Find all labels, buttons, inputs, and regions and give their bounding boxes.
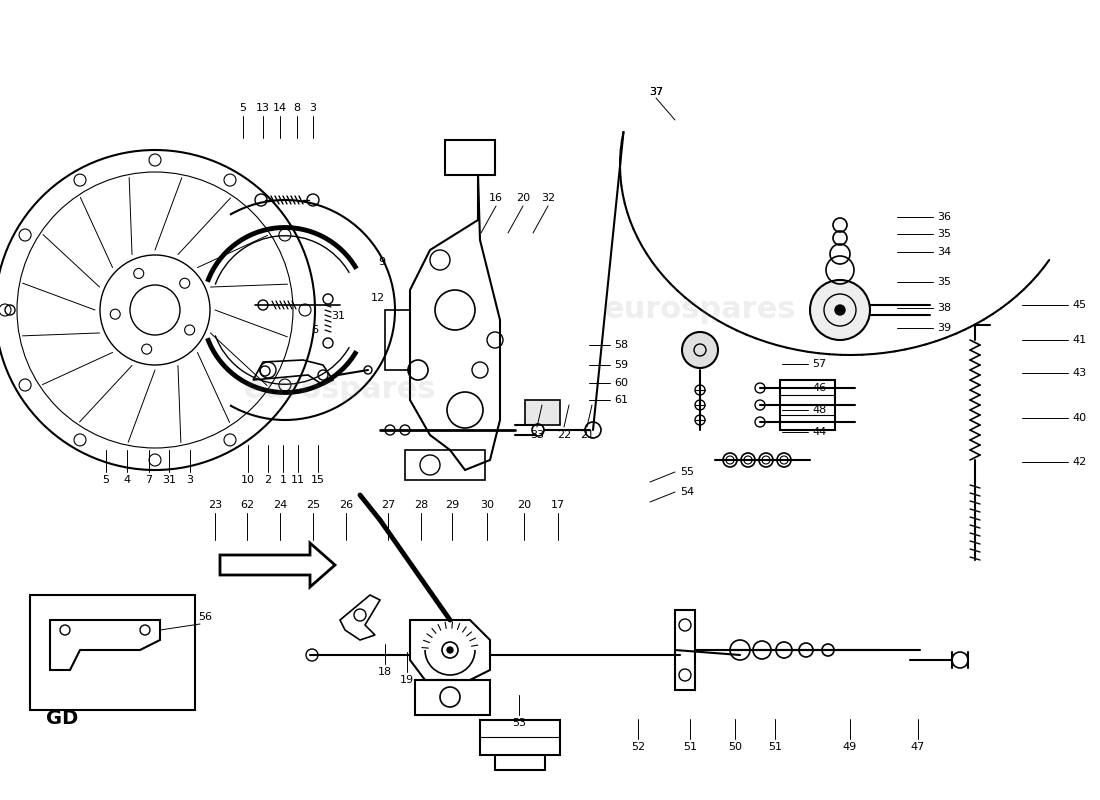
Text: 3: 3 <box>309 103 317 113</box>
Text: 15: 15 <box>311 475 324 485</box>
Text: 40: 40 <box>1072 413 1086 423</box>
Text: 56: 56 <box>198 612 212 622</box>
Text: 60: 60 <box>614 378 628 388</box>
Text: 14: 14 <box>273 103 287 113</box>
Text: 5: 5 <box>102 475 110 485</box>
Text: 59: 59 <box>614 360 628 370</box>
Text: 58: 58 <box>614 340 628 350</box>
Text: 44: 44 <box>812 427 826 437</box>
Text: 45: 45 <box>1072 300 1086 310</box>
Circle shape <box>447 647 453 653</box>
Text: 53: 53 <box>512 718 526 728</box>
Text: 19: 19 <box>400 675 414 685</box>
Text: 26: 26 <box>339 500 353 510</box>
Text: 21: 21 <box>580 430 594 440</box>
Text: 10: 10 <box>241 475 255 485</box>
Text: 52: 52 <box>631 742 645 752</box>
Text: 37: 37 <box>649 87 663 97</box>
Text: 23: 23 <box>208 500 222 510</box>
Text: 42: 42 <box>1072 457 1087 467</box>
Text: 5: 5 <box>240 103 246 113</box>
Text: 51: 51 <box>768 742 782 752</box>
Text: 39: 39 <box>937 323 952 333</box>
Text: 1: 1 <box>279 475 286 485</box>
Text: 25: 25 <box>306 500 320 510</box>
Text: eurospares: eurospares <box>604 295 796 325</box>
Text: 37: 37 <box>649 87 663 97</box>
Text: 20: 20 <box>517 500 531 510</box>
Text: 16: 16 <box>490 193 503 203</box>
Circle shape <box>835 305 845 315</box>
Text: 24: 24 <box>273 500 287 510</box>
Text: 35: 35 <box>937 229 952 239</box>
Text: 18: 18 <box>378 667 392 677</box>
Text: 2: 2 <box>264 475 272 485</box>
Text: 55: 55 <box>680 467 694 477</box>
Text: eurospares: eurospares <box>244 375 437 405</box>
FancyBboxPatch shape <box>525 400 560 425</box>
Text: 33: 33 <box>530 430 544 440</box>
Text: 38: 38 <box>937 303 952 313</box>
Text: GD: GD <box>46 709 78 727</box>
Text: 50: 50 <box>728 742 743 752</box>
Text: 57: 57 <box>812 359 826 369</box>
Text: 12: 12 <box>371 293 385 303</box>
Circle shape <box>682 332 718 368</box>
Text: 34: 34 <box>937 247 952 257</box>
Text: 49: 49 <box>843 742 857 752</box>
Text: 17: 17 <box>551 500 565 510</box>
Text: 3: 3 <box>187 475 194 485</box>
Text: 46: 46 <box>812 383 826 393</box>
Text: 31: 31 <box>331 311 345 321</box>
Text: 51: 51 <box>683 742 697 752</box>
Text: 30: 30 <box>480 500 494 510</box>
Text: 43: 43 <box>1072 368 1086 378</box>
Text: 11: 11 <box>292 475 305 485</box>
Text: 13: 13 <box>256 103 270 113</box>
Text: 8: 8 <box>294 103 300 113</box>
Text: 35: 35 <box>937 277 952 287</box>
Text: 41: 41 <box>1072 335 1086 345</box>
Text: 32: 32 <box>541 193 556 203</box>
Text: 27: 27 <box>381 500 395 510</box>
Text: 47: 47 <box>911 742 925 752</box>
Text: 62: 62 <box>240 500 254 510</box>
Circle shape <box>810 280 870 340</box>
Text: 48: 48 <box>812 405 826 415</box>
Text: 4: 4 <box>123 475 131 485</box>
Text: 61: 61 <box>614 395 628 405</box>
Text: 54: 54 <box>680 487 694 497</box>
Text: 31: 31 <box>162 475 176 485</box>
Text: 36: 36 <box>937 212 952 222</box>
Text: 29: 29 <box>444 500 459 510</box>
Text: 28: 28 <box>414 500 428 510</box>
Text: 6: 6 <box>311 325 319 335</box>
Text: 9: 9 <box>378 257 386 267</box>
Text: 22: 22 <box>557 430 571 440</box>
Text: 20: 20 <box>516 193 530 203</box>
Text: 7: 7 <box>145 475 153 485</box>
